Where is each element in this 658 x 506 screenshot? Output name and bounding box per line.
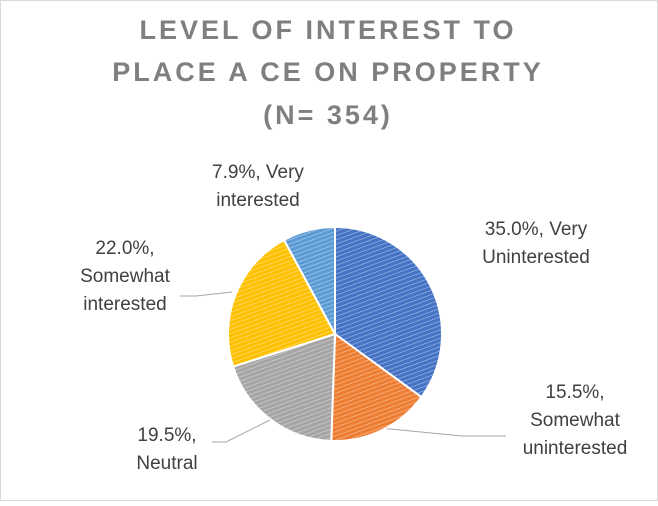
data-label: Somewhat	[530, 410, 620, 431]
data-label: uninterested	[523, 438, 628, 459]
chart-title: PLACE A CE ON PROPERTY	[112, 57, 544, 87]
data-label: Neutral	[136, 453, 197, 474]
data-label: Somewhat	[80, 266, 170, 287]
data-label: 19.5%,	[137, 425, 196, 446]
pie-slice	[334, 225, 443, 399]
data-label: 35.0%, Very	[485, 219, 588, 240]
data-label: Uninterested	[482, 247, 590, 268]
data-label: interested	[83, 294, 166, 315]
pie	[227, 225, 443, 442]
leader-line	[212, 419, 271, 443]
pie-slice	[330, 332, 423, 442]
leader-line	[379, 427, 506, 437]
leader-line	[180, 291, 233, 297]
data-label: 7.9%, Very	[212, 162, 304, 183]
chart-title: (N= 354)	[263, 100, 393, 130]
data-label: interested	[216, 190, 299, 211]
data-labels: 35.0%, Very Uninterested 15.5%, Somewhat uni…	[80, 162, 627, 474]
chart-title: LEVEL OF INTEREST TO	[139, 15, 516, 45]
data-label: 15.5%,	[545, 382, 604, 403]
pie-slice	[227, 238, 337, 368]
pie-slice	[282, 225, 336, 335]
pie-slice	[231, 332, 337, 442]
data-label: 22.0%,	[95, 238, 154, 259]
